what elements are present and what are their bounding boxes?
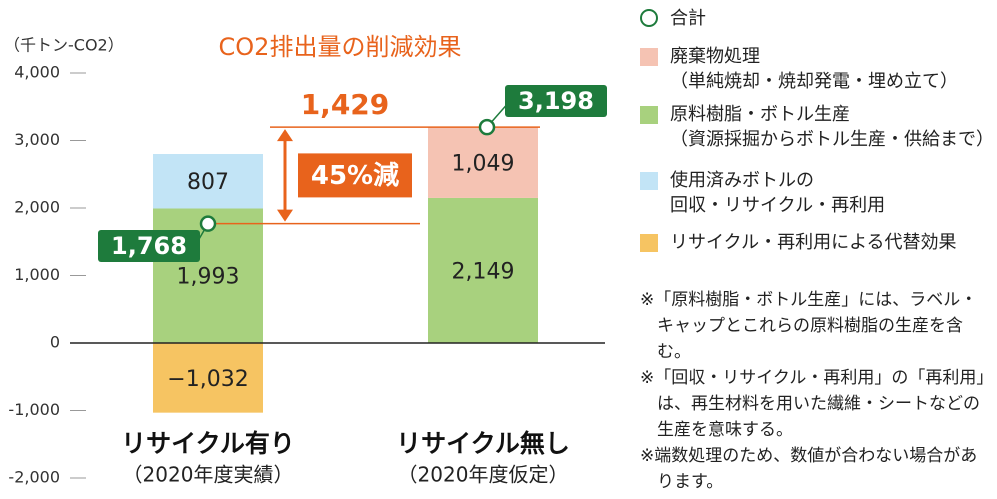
value-label: −1,032 [167, 367, 248, 392]
difference-value: 1,429 [301, 88, 390, 121]
note: ※「回収・リサイクル・再利用」の「再利用」は、再生材料を用いた繊維・シートなどの… [640, 368, 985, 440]
legend-label: 合計 [670, 8, 706, 29]
total-label-box [98, 230, 200, 262]
legend-item: 廃棄物処理 （単純焼却・焼却発電・埋め立て） [640, 44, 958, 94]
y-tick-label: 2,000 [14, 198, 60, 217]
category-label: リサイクル無し [396, 429, 570, 458]
legend-swatch [640, 172, 658, 190]
legend-description: （資源採掘からボトル生産・供給まで） [670, 129, 994, 150]
bar-segment [428, 197, 538, 343]
value-label: 2,149 [452, 259, 515, 284]
legend-item: 原料樹脂・ボトル生産 （資源採掘からボトル生産・供給まで） [640, 102, 994, 152]
bar-segment [153, 154, 263, 209]
y-tick-label: -2,000 [8, 468, 60, 487]
legend-swatch [640, 48, 658, 66]
category-note: （2020年度実績） [123, 463, 294, 487]
chart-title: CO2排出量の削減効果 [219, 33, 462, 61]
legend-swatch [640, 234, 658, 252]
y-axis-title: （千トン-CO2） [4, 36, 124, 55]
difference-box [298, 153, 412, 198]
total-marker [199, 215, 217, 232]
bar-segment [428, 127, 538, 198]
legend-label: リサイクル・再利用による代替効果 [670, 232, 957, 253]
legend-swatch [640, 106, 658, 124]
category-label: リサイクル有り [121, 429, 295, 458]
legend-description: （単純焼却・焼却発電・埋め立て） [670, 71, 958, 92]
bar-segment [153, 343, 263, 413]
value-label: 807 [187, 170, 229, 195]
legend-item: 合計 [640, 6, 706, 31]
notes: ※「原料樹脂・ボトル生産」には、ラベル・キャップとこれらの原料樹脂の生産を含む。… [640, 287, 992, 495]
total-label: 1,768 [111, 232, 187, 260]
value-label: 1,993 [177, 265, 240, 290]
total-marker [478, 118, 496, 136]
legend-marker [640, 9, 658, 27]
legend-label: 使用済みボトルの 回収・リサイクル・再利用 [670, 170, 886, 216]
y-tick-label: 1,000 [14, 265, 60, 284]
value-label: 1,049 [452, 152, 515, 177]
y-tick-label: 0 [50, 333, 60, 352]
difference-label: 45%減 [311, 161, 399, 191]
note: ※端数処理のため、数値が合わない場合があります。 [640, 446, 978, 492]
y-tick-label: 4,000 [14, 63, 60, 82]
legend-label: 原料樹脂・ボトル生産 [670, 104, 850, 125]
note: ※「原料樹脂・ボトル生産」には、ラベル・キャップとこれらの原料樹脂の生産を含む。 [640, 290, 978, 362]
legend-item: リサイクル・再利用による代替効果 [640, 230, 957, 255]
total-label: 3,198 [518, 87, 594, 115]
legend-item: 使用済みボトルの 回収・リサイクル・再利用 [640, 168, 885, 218]
arrow-head [277, 129, 293, 142]
y-tick-label: -1,000 [8, 400, 60, 419]
legend-label: 廃棄物処理 [670, 46, 760, 67]
y-tick-label: 3,000 [14, 130, 60, 149]
category-note: （2020年度仮定） [398, 463, 569, 487]
total-label-box [505, 85, 607, 117]
chart: CO2排出量の削減効果 （千トン-CO2） -2,000 -1,000 0 1,000… [4, 33, 607, 487]
arrow-head [277, 209, 293, 222]
